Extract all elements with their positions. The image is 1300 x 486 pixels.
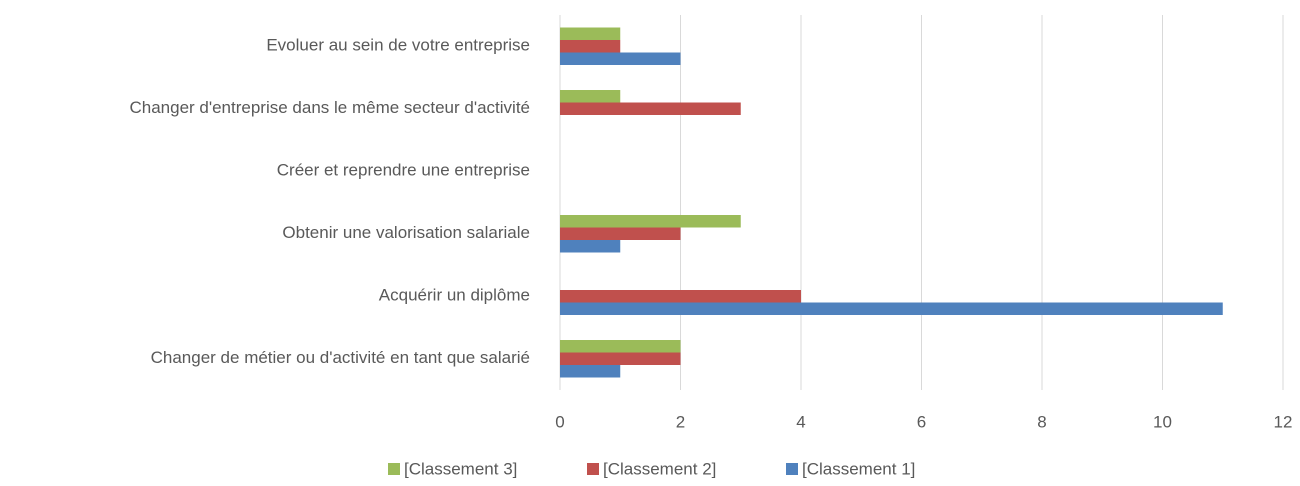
category-label: Créer et reprendre une entreprise [277,161,530,180]
bar [560,340,681,353]
x-tick-label: 2 [676,412,685,431]
category-label: Changer d'entreprise dans le même secteu… [129,98,530,117]
bar [560,290,801,303]
legend-label: [Classement 1] [802,459,915,478]
category-label: Evoluer au sein de votre entreprise [266,36,530,55]
x-tick-label: 4 [796,412,805,431]
legend-swatch [786,463,798,475]
bar [560,227,681,240]
bar [560,90,621,103]
x-tick-label: 12 [1274,412,1293,431]
category-label: Acquérir un diplôme [379,286,530,305]
bar [560,40,621,53]
x-tick-label: 8 [1037,412,1046,431]
legend-swatch [587,463,599,475]
bar [560,102,741,115]
legend-label: [Classement 3] [404,459,517,478]
x-tick-label: 10 [1153,412,1172,431]
x-tick-label: 6 [917,412,926,431]
bar [560,302,1223,315]
bar [560,27,621,40]
bar [560,352,681,365]
legend-label: [Classement 2] [603,459,716,478]
category-label: Obtenir une valorisation salariale [282,223,530,242]
x-tick-label: 0 [555,412,564,431]
bar [560,52,681,65]
bar [560,365,621,378]
bar [560,240,621,253]
category-label: Changer de métier ou d'activité en tant … [151,348,530,367]
bar [560,215,741,228]
legend-swatch [388,463,400,475]
